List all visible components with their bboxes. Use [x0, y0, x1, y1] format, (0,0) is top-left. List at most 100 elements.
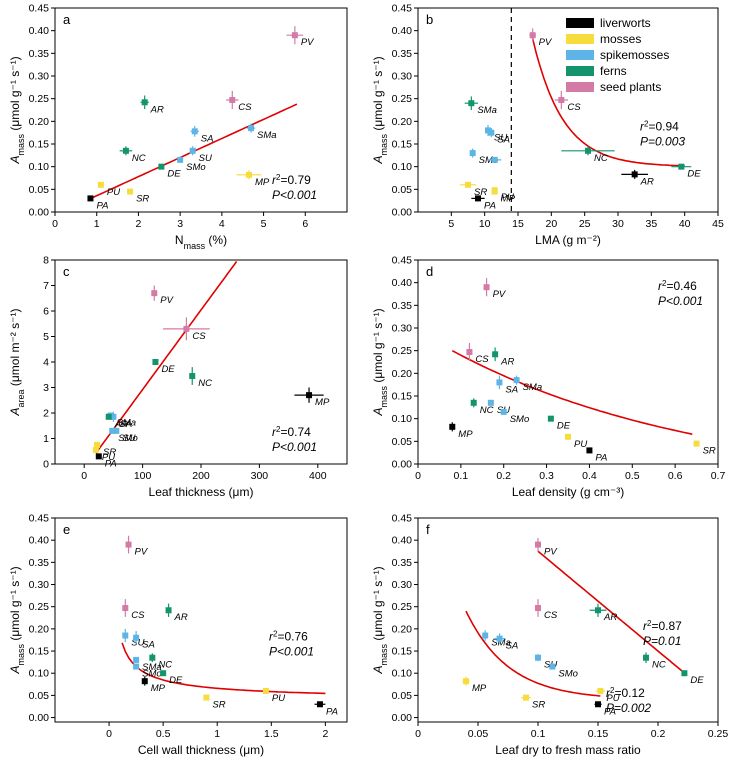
point-label: PA: [326, 706, 338, 717]
y-tick-label: 0.05: [392, 690, 413, 702]
data-point: [94, 441, 101, 448]
axes-frame: [417, 517, 719, 723]
point-label: NC: [480, 405, 494, 416]
data-point: [529, 32, 536, 39]
r-value: =0.12: [614, 686, 645, 700]
r-exp: 2: [610, 686, 615, 695]
x-tick-label: 25: [579, 218, 591, 230]
point-label: SMa: [142, 662, 162, 673]
data-point: [151, 290, 158, 297]
y-tick-label: 8: [43, 255, 49, 267]
data-point: [92, 446, 99, 453]
y-tick-label: 0.35: [392, 300, 413, 312]
y-tick-label: 0.05: [29, 690, 50, 702]
y-tick-label: 0.00: [392, 459, 413, 471]
fit-line: [537, 550, 685, 674]
data-point: [133, 663, 140, 670]
data-point: [597, 687, 604, 694]
y-tick-label: 0.20: [392, 368, 413, 380]
x-tick-label: 5: [261, 218, 267, 230]
y-tick-label: 0.10: [392, 413, 413, 425]
x-tick-label: 40: [679, 218, 691, 230]
data-point: [631, 171, 638, 178]
fit-line: [530, 32, 685, 167]
y-label-sub: mass: [16, 134, 26, 156]
point-label: AR: [603, 612, 617, 623]
y-tick-label: 0.00: [392, 207, 413, 219]
y-tick-label: 0.25: [29, 601, 50, 613]
x-tick-label: 0.2: [651, 728, 666, 740]
legend-label: seed plants: [600, 80, 661, 94]
panel-label: a: [63, 12, 71, 27]
point-label: CS: [238, 102, 252, 113]
point-label: NC: [652, 660, 666, 671]
data-point: [468, 100, 475, 107]
y-axis-label: Amass (μmol g⁻¹ s⁻¹): [8, 566, 26, 674]
r-symbol: r: [272, 425, 277, 439]
data-point: [316, 701, 323, 708]
data-point: [133, 634, 140, 641]
data-point: [492, 351, 499, 358]
point-label: PV: [539, 37, 553, 48]
y-label-main: A: [371, 666, 385, 675]
y-tick-label: 0.30: [29, 71, 50, 83]
data-point: [547, 415, 554, 422]
data-point: [245, 171, 252, 178]
y-tick-label: 0.45: [392, 513, 413, 525]
x-label-suffix: (g m⁻²): [559, 233, 601, 247]
p-value-label: P<0.001: [272, 188, 317, 202]
x-tick-label: 1: [94, 218, 100, 230]
data-point: [149, 654, 156, 661]
y-tick-label: 0.40: [392, 277, 413, 289]
fit-line: [121, 642, 326, 695]
point-label: SR: [136, 194, 149, 205]
x-axis-label: Cell wall thickness (μm): [138, 743, 264, 757]
y-tick-label: 0.30: [29, 579, 50, 591]
point-label: DE: [687, 169, 701, 180]
y-tick-label: 0.35: [392, 557, 413, 569]
data-point: [558, 97, 565, 104]
data-point: [643, 654, 649, 661]
y-tick-label: 0.15: [392, 646, 413, 658]
x-label-main: Leaf density (g cm⁻³): [512, 485, 624, 499]
y-label-main: A: [371, 408, 385, 417]
data-point: [483, 284, 490, 291]
point-label: CS: [475, 354, 489, 365]
x-label-suffix: (%): [205, 233, 227, 247]
x-tick-label: 0.1: [454, 470, 469, 482]
p-value-label: P<0.001: [658, 294, 703, 308]
r-exp: 2: [276, 173, 281, 182]
r-exp: 2: [273, 629, 278, 638]
panel-label: d: [426, 264, 433, 279]
y-tick-label: 0.35: [29, 557, 50, 569]
x-label-main: Leaf dry to fresh mass ratio: [495, 743, 641, 757]
x-label-main: N: [175, 233, 184, 247]
data-point: [470, 399, 477, 406]
p-value-label: P<0.001: [272, 440, 317, 454]
y-tick-label: 0.00: [29, 712, 50, 724]
point-label: SA: [119, 419, 132, 430]
point-label: PV: [135, 547, 149, 558]
data-point: [122, 147, 129, 154]
data-point: [595, 607, 601, 614]
x-axis-label: Nmass (%): [175, 233, 227, 251]
x-tick-label: 30: [612, 218, 624, 230]
data-point: [496, 379, 503, 386]
data-point: [487, 399, 494, 406]
point-label: NC: [198, 378, 212, 389]
legend-label: mosses: [600, 32, 641, 46]
point-label: SA: [201, 133, 214, 144]
r-value: =0.79: [280, 173, 311, 187]
legend-swatch: [566, 34, 594, 44]
y-tick-label: 0.35: [392, 48, 413, 60]
point-label: MP: [315, 397, 330, 408]
y-tick-label: 2: [43, 408, 49, 420]
data-point: [158, 163, 165, 170]
point-label: MP: [151, 683, 166, 694]
x-tick-label: 35: [645, 218, 657, 230]
y-tick-label: 0.00: [392, 712, 413, 724]
point-label: DE: [169, 675, 183, 686]
x-tick-label: 0.3: [539, 470, 554, 482]
point-label: MP: [255, 177, 270, 188]
data-point: [189, 373, 196, 380]
